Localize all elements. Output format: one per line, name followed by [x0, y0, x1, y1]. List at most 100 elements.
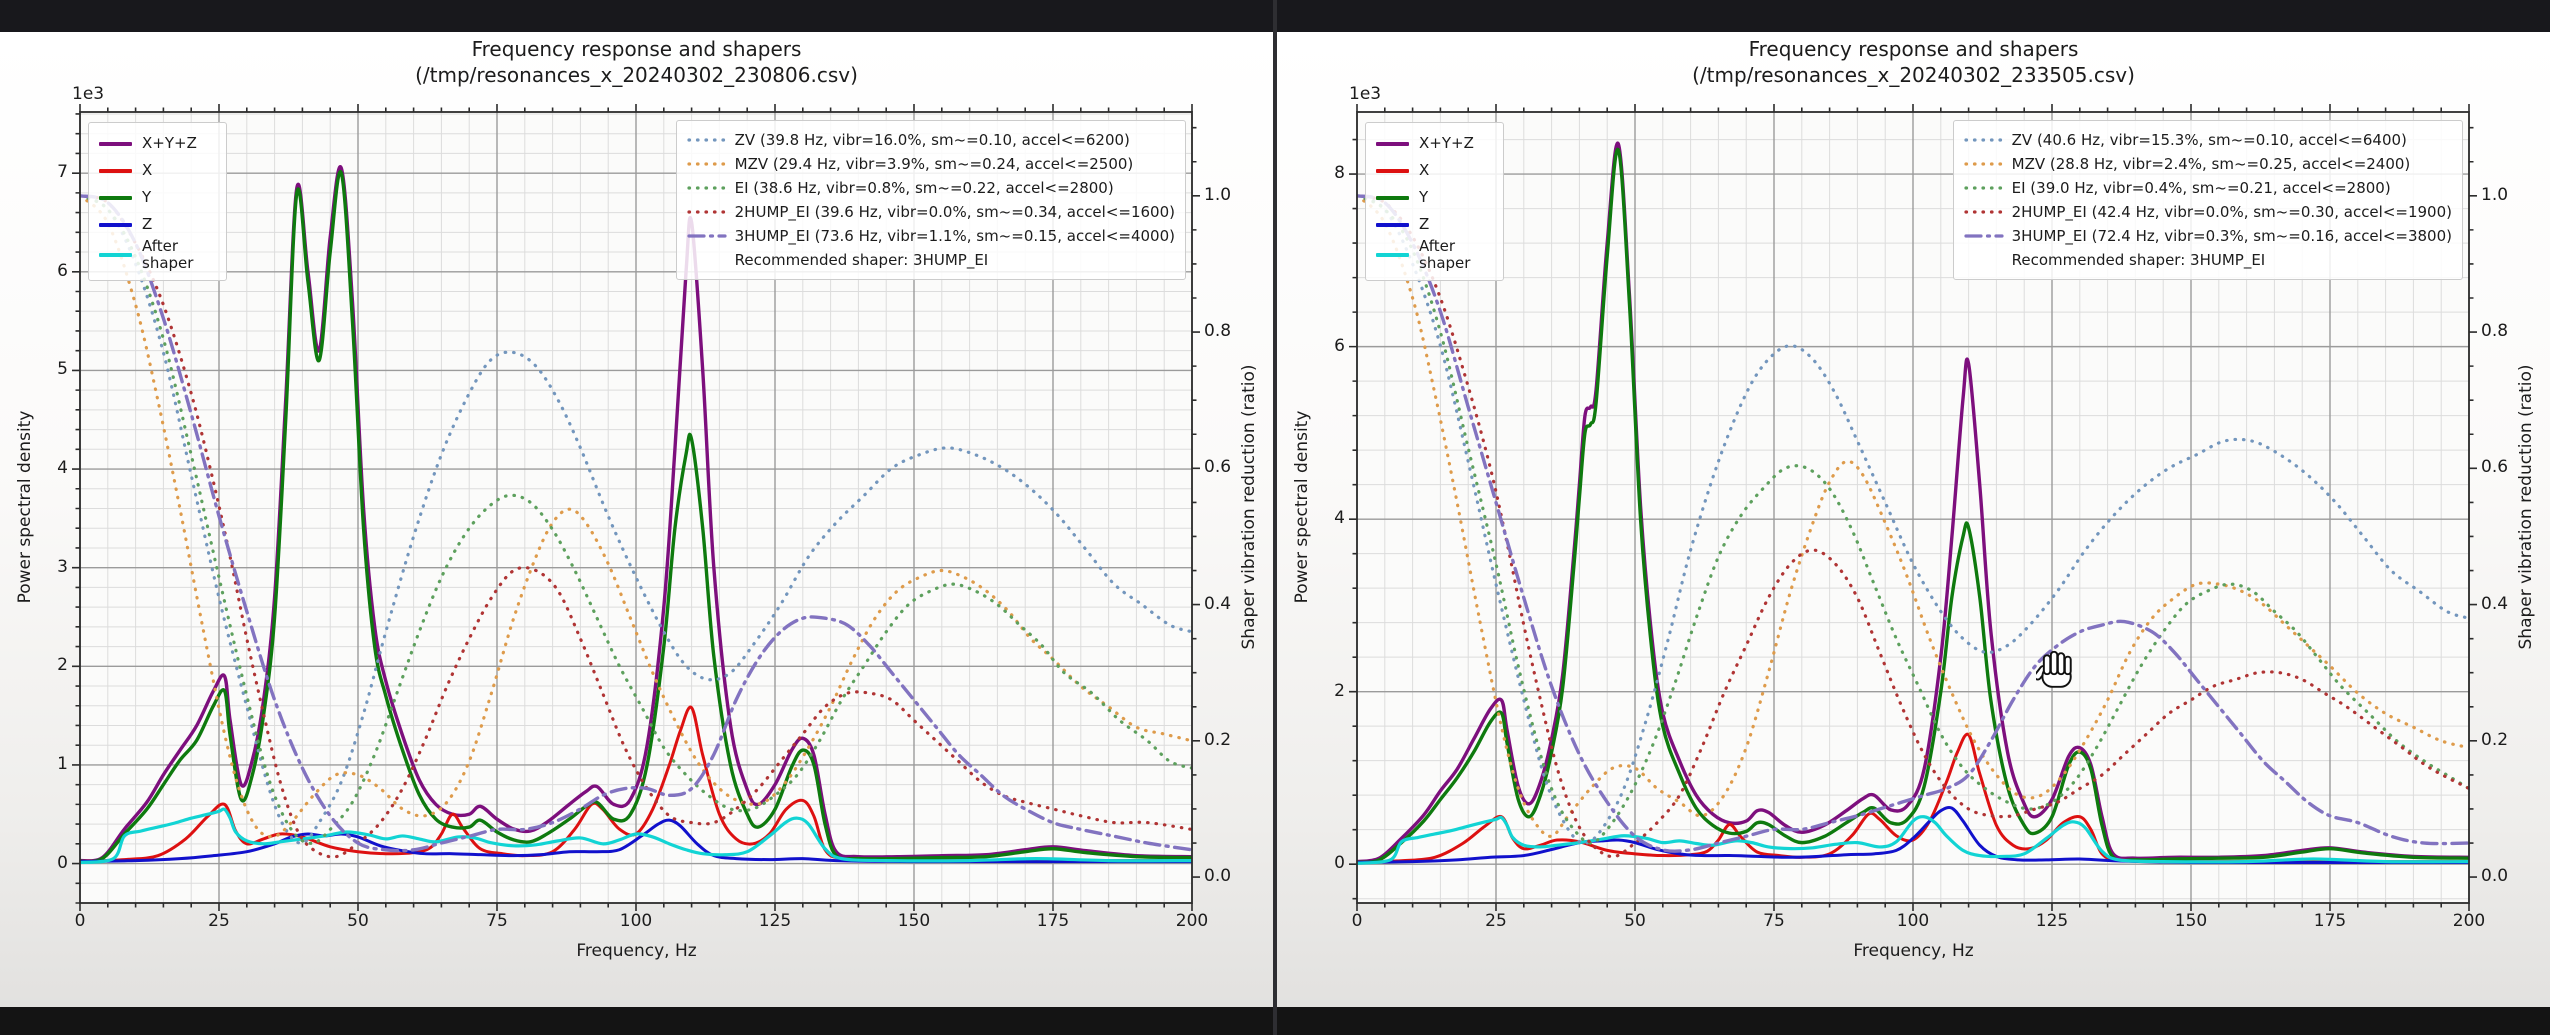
tick-label: 1.0: [1204, 184, 1232, 205]
legend-item: After shaper: [99, 237, 216, 273]
legend-item: Z: [1376, 211, 1493, 238]
legend-item-label: Y: [142, 187, 152, 206]
panel-divider: [1273, 0, 1277, 1035]
tick-label: 100: [619, 911, 653, 931]
tick-label: 0: [57, 852, 68, 873]
legend-item-label: X+Y+Z: [142, 133, 197, 152]
tick-label: 100: [1896, 911, 1930, 931]
legend-line-sample: [99, 222, 132, 227]
legend-item-label: After shaper: [1419, 237, 1471, 273]
plot-title: Frequency response and shapers (/tmp/res…: [0, 36, 1273, 88]
legend-item: 2HUMP_EI (42.4 Hz, vibr=0.0%, sm~=0.30, …: [1964, 200, 2452, 224]
legend-item: ZV (39.8 Hz, vibr=16.0%, sm~=0.10, accel…: [687, 128, 1175, 152]
tick-label: 0: [1351, 911, 1363, 931]
tick-label: 6: [1334, 335, 1345, 356]
legend-line-sample: [687, 210, 727, 214]
legend-item: MZV (28.8 Hz, vibr=2.4%, sm~=0.25, accel…: [1964, 152, 2452, 176]
tick-label: 0: [74, 911, 86, 931]
tick-label: 125: [2035, 911, 2069, 931]
plot-title-line2: (/tmp/resonances_x_20240302_230806.csv): [415, 63, 858, 87]
legend-item-label: EI (38.6 Hz, vibr=0.8%, sm~=0.22, accel<…: [734, 179, 1114, 197]
recommended-shaper-note: Recommended shaper: 3HUMP_EI: [734, 251, 989, 269]
legend-line-sample: [99, 195, 132, 200]
plot-title-line1: Frequency response and shapers: [471, 37, 802, 61]
legend-line-sample: [687, 234, 727, 238]
legend-line-sample: [687, 138, 727, 142]
legend-line-sample: [1376, 195, 1409, 200]
legend-item-label: ZV (39.8 Hz, vibr=16.0%, sm~=0.10, accel…: [734, 131, 1130, 149]
tick-label: 0.8: [2481, 321, 2509, 342]
tick-label: 50: [1624, 911, 1646, 931]
tick-label: 150: [2174, 911, 2208, 931]
legend-item-label: Y: [1419, 187, 1429, 206]
tick-label: 4: [1334, 508, 1345, 529]
legend-item: X+Y+Z: [99, 130, 216, 157]
legend-line-sample: [1376, 222, 1409, 227]
tick-label: 0.8: [1204, 321, 1232, 342]
tick-label: 1.0: [2481, 184, 2509, 205]
legend-item: EI (39.0 Hz, vibr=0.4%, sm~=0.21, accel<…: [1964, 176, 2452, 200]
tick-label: 75: [486, 911, 508, 931]
legend-item-label: After shaper: [142, 237, 194, 273]
legend-item-label: 2HUMP_EI (39.6 Hz, vibr=0.0%, sm~=0.34, …: [734, 203, 1175, 221]
tick-label: 175: [2313, 911, 2347, 931]
plot-title-line2: (/tmp/resonances_x_20240302_233505.csv): [1692, 63, 2135, 87]
legend-line-sample: [687, 162, 727, 166]
plot-title-line1: Frequency response and shapers: [1748, 37, 2079, 61]
legend-item: MZV (29.4 Hz, vibr=3.9%, sm~=0.24, accel…: [687, 152, 1175, 176]
legend-axes: X+Y+Z X Y Z After shaper: [1365, 122, 1504, 281]
legend-item-label: X+Y+Z: [1419, 133, 1474, 152]
tick-label: 25: [208, 911, 230, 931]
tick-label: 2: [1334, 680, 1345, 701]
legend-line-sample: [1964, 138, 2004, 142]
open-hand-cursor-icon: [2036, 650, 2072, 688]
recommended-shaper-note: Recommended shaper: 3HUMP_EI: [2011, 251, 2266, 269]
tick-label: 0.4: [2481, 593, 2509, 614]
legend-line-sample: [1964, 210, 2004, 214]
y-axis-label-left: Power spectral density: [1292, 410, 1312, 604]
tick-label: 1: [57, 753, 68, 774]
tick-label: 0: [1334, 853, 1345, 874]
tick-label: 200: [1175, 911, 1209, 931]
legend-line-sample: [99, 168, 132, 173]
legend-item: 2HUMP_EI (39.6 Hz, vibr=0.0%, sm~=0.34, …: [687, 200, 1175, 224]
legend-item-label: X: [1419, 160, 1430, 179]
legend-item-label: MZV (29.4 Hz, vibr=3.9%, sm~=0.24, accel…: [734, 155, 1134, 173]
tick-label: 0.0: [2481, 866, 2509, 887]
tick-label: 150: [897, 911, 931, 931]
legend-item: 3HUMP_EI (72.4 Hz, vibr=0.3%, sm~=0.16, …: [1964, 224, 2452, 248]
tick-label: 0.6: [2481, 457, 2509, 478]
legend-item-label: ZV (40.6 Hz, vibr=15.3%, sm~=0.10, accel…: [2011, 131, 2407, 149]
legend-item: X+Y+Z: [1376, 130, 1493, 157]
left-resonance-plot-panel: Frequency response and shapers (/tmp/res…: [0, 0, 1273, 1035]
legend-item: ZV (40.6 Hz, vibr=15.3%, sm~=0.10, accel…: [1964, 128, 2452, 152]
legend-item: Y: [99, 184, 216, 211]
tick-label: 5: [57, 359, 68, 380]
legend-item: EI (38.6 Hz, vibr=0.8%, sm~=0.22, accel<…: [687, 176, 1175, 200]
plot-title: Frequency response and shapers (/tmp/res…: [1277, 36, 2550, 88]
legend-item-label: MZV (28.8 Hz, vibr=2.4%, sm~=0.25, accel…: [2011, 155, 2411, 173]
legend-line-sample: [1964, 234, 2004, 238]
right-resonance-plot-panel: Frequency response and shapers (/tmp/res…: [1277, 0, 2550, 1035]
legend-item-label: 3HUMP_EI (73.6 Hz, vibr=1.1%, sm~=0.15, …: [734, 227, 1175, 245]
legend-item-label: X: [142, 160, 153, 179]
tick-label: 0.6: [1204, 457, 1232, 478]
legend-item-label: EI (39.0 Hz, vibr=0.4%, sm~=0.21, accel<…: [2011, 179, 2391, 197]
tick-label: 8: [1334, 163, 1345, 184]
legend-line-sample: [1376, 168, 1409, 173]
legend-item: Z: [99, 211, 216, 238]
legend-line-sample: [99, 253, 132, 258]
legend-line-sample: [687, 186, 727, 190]
y-axis-offset-text: 1e3: [1349, 84, 1382, 104]
legend-item-label: 3HUMP_EI (72.4 Hz, vibr=0.3%, sm~=0.16, …: [2011, 227, 2452, 245]
legend-item-label: Z: [142, 214, 153, 233]
y-axis-offset-text: 1e3: [72, 84, 105, 104]
legend-line-sample: [1376, 253, 1409, 258]
tick-label: 125: [758, 911, 792, 931]
tick-label: 6: [57, 260, 68, 281]
legend-line-sample: [99, 141, 132, 146]
x-axis-label: Frequency, Hz: [576, 941, 697, 961]
legend-axes: X+Y+Z X Y Z After shaper: [88, 122, 227, 281]
tick-label: 0.0: [1204, 866, 1232, 887]
